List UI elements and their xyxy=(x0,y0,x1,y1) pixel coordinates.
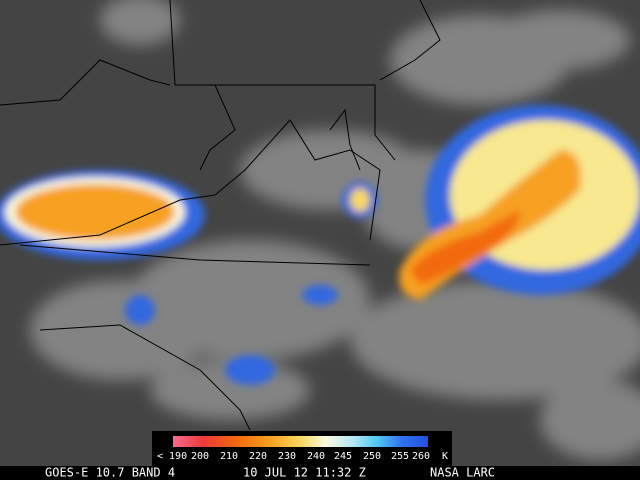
scale-label: 240 xyxy=(307,451,325,462)
scale-label: 250 xyxy=(363,451,381,462)
scale-bar xyxy=(173,436,428,447)
footer-background xyxy=(0,466,640,480)
borders xyxy=(0,0,441,431)
scale-label: 220 xyxy=(249,451,267,462)
scale-label: 200 xyxy=(191,451,209,462)
satellite-label: GOES-E 10.7 BAND 4 xyxy=(45,466,175,480)
scale-label: K xyxy=(442,451,448,462)
scale-label: 260 xyxy=(412,451,430,462)
scale-label: 210 xyxy=(220,451,238,462)
scale-label: < 190 xyxy=(157,451,187,462)
timestamp: 10 JUL 12 11:32 Z xyxy=(243,466,366,480)
cloud-field xyxy=(0,0,640,466)
scale-label: 230 xyxy=(278,451,296,462)
scale-label: 245 xyxy=(334,451,352,462)
color-scale: < 190 200 210 220 230 240 245 250 255 260 K xyxy=(152,431,452,466)
scale-label: 255 xyxy=(391,451,409,462)
footer: GOES-E 10.7 BAND 4 10 JUL 12 11:32 Z NAS… xyxy=(0,466,640,480)
source-label: NASA LARC xyxy=(430,466,495,480)
